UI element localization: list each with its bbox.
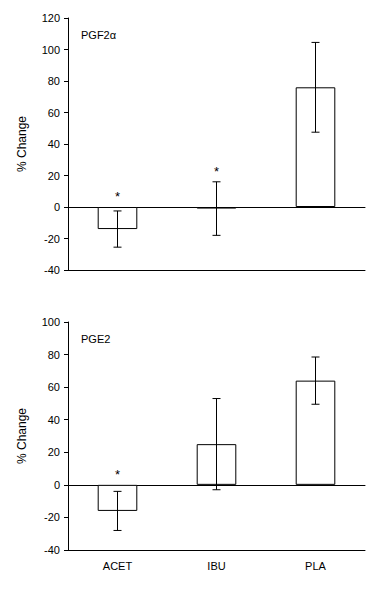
svg-text:IBU: IBU bbox=[207, 560, 225, 572]
svg-text:0: 0 bbox=[54, 479, 60, 491]
svg-text:40: 40 bbox=[48, 414, 60, 426]
svg-text:40: 40 bbox=[48, 138, 60, 150]
svg-text:-20: -20 bbox=[44, 233, 60, 245]
svg-text:-40: -40 bbox=[44, 264, 60, 276]
svg-text:*: * bbox=[115, 189, 120, 204]
svg-text:-40: -40 bbox=[44, 544, 60, 556]
svg-text:100: 100 bbox=[42, 44, 60, 56]
svg-text:100: 100 bbox=[42, 316, 60, 328]
svg-text:80: 80 bbox=[48, 75, 60, 87]
svg-text:PGE2: PGE2 bbox=[81, 333, 110, 345]
svg-text:*: * bbox=[115, 467, 120, 482]
svg-text:PLA: PLA bbox=[305, 560, 326, 572]
svg-text:*: * bbox=[214, 164, 219, 179]
svg-text:20: 20 bbox=[48, 170, 60, 182]
svg-text:20: 20 bbox=[48, 446, 60, 458]
svg-text:0: 0 bbox=[54, 201, 60, 213]
svg-text:80: 80 bbox=[48, 349, 60, 361]
svg-text:PGF2α: PGF2α bbox=[81, 29, 117, 41]
svg-text:60: 60 bbox=[48, 381, 60, 393]
svg-text:120: 120 bbox=[42, 12, 60, 24]
svg-text:% Change: % Change bbox=[15, 116, 29, 172]
svg-text:ACET: ACET bbox=[103, 560, 133, 572]
svg-text:-20: -20 bbox=[44, 511, 60, 523]
svg-text:60: 60 bbox=[48, 107, 60, 119]
svg-text:% Change: % Change bbox=[15, 408, 29, 464]
